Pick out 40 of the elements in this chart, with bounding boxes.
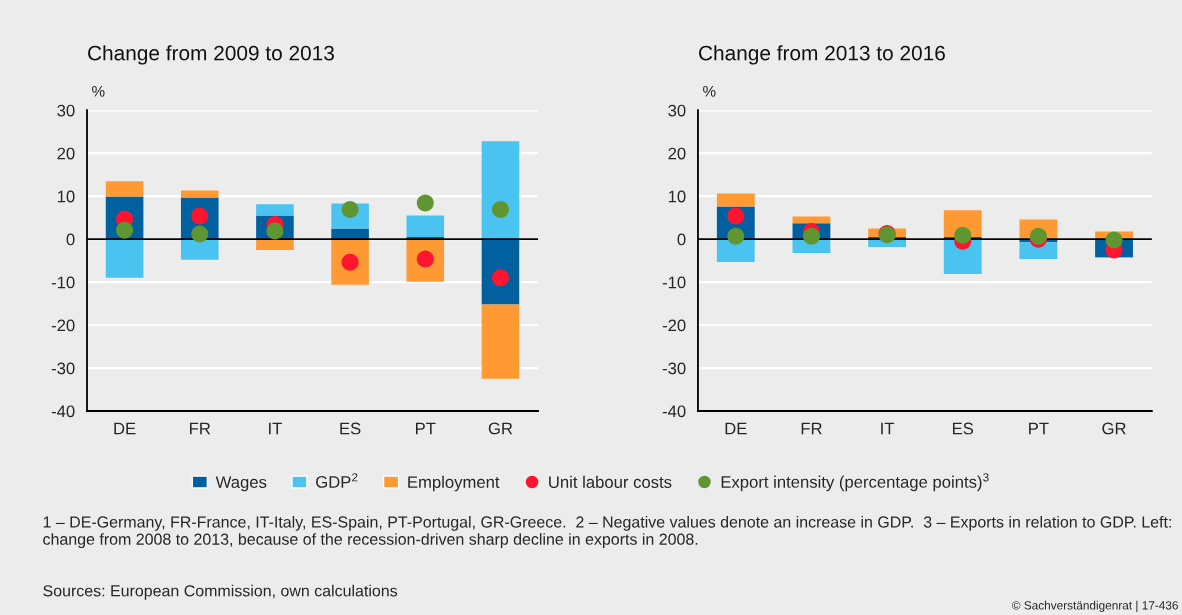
x-tick-label: GR <box>488 422 513 435</box>
x-tick-label: ES <box>952 422 974 435</box>
legend-label: Export intensity (percentage points)$^{3}$ <box>721 473 989 492</box>
y-tick-label: -40 <box>662 405 686 418</box>
legend-label: Wages <box>215 476 267 492</box>
x-tick-label: IT <box>881 422 895 435</box>
chart-title: Change from 2009 to 2013 <box>88 45 334 65</box>
chart-title: Change from 2013 to 2016 <box>699 45 945 65</box>
y-tick-label: -10 <box>51 276 75 289</box>
legend-label: Unit labour costs <box>549 475 672 489</box>
x-tick-label: PT <box>416 422 436 435</box>
x-tick-label: GR <box>1102 422 1126 435</box>
legend-label: GDP$^{2}$ <box>316 473 358 488</box>
y-tick-label: 10 <box>57 190 75 203</box>
x-tick-label: DE <box>725 422 747 435</box>
legend-label: Employment <box>408 475 500 492</box>
y-axis-title: % <box>92 85 105 97</box>
y-tick-label: 20 <box>668 147 686 160</box>
y-tick-label: 30 <box>57 104 75 117</box>
x-tick-label: PT <box>1029 422 1049 435</box>
x-tick-label: ES <box>340 422 361 435</box>
x-tick-label: DE <box>114 422 136 435</box>
x-tick-label: FR <box>190 422 211 435</box>
y-tick-label: -30 <box>51 362 75 375</box>
text: 1 – DE-Germany, FR-France, IT-Italy, ES-Spain, PT-Portugal, GR-Greece. 2 – Negative values denote an increase in GDP. 3 – Exports in relation to GDP. Left: change from 2008 to 2013, because of the recession-driven sharp decline in exports in 2008. <box>43 515 1171 549</box>
y-axis-title: % <box>703 85 716 97</box>
x-tick-label: IT <box>269 422 282 435</box>
y-tick-label: -20 <box>51 319 75 332</box>
y-tick-label: 0 <box>66 233 75 246</box>
y-tick-label: -20 <box>662 319 686 332</box>
y-tick-label: -40 <box>51 405 75 418</box>
x-tick-label: FR <box>801 422 822 435</box>
source-note: Sources: European Commission, own calculations <box>43 584 398 600</box>
y-tick-label: -10 <box>662 276 686 289</box>
y-tick-label: 30 <box>668 104 686 117</box>
y-tick-label: 10 <box>668 190 686 203</box>
text: © Sachverständigenrat | 17-436 <box>1011 600 1178 612</box>
y-tick-label: -30 <box>662 362 686 375</box>
y-tick-label: 20 <box>57 147 75 160</box>
y-tick-label: 0 <box>677 233 686 246</box>
